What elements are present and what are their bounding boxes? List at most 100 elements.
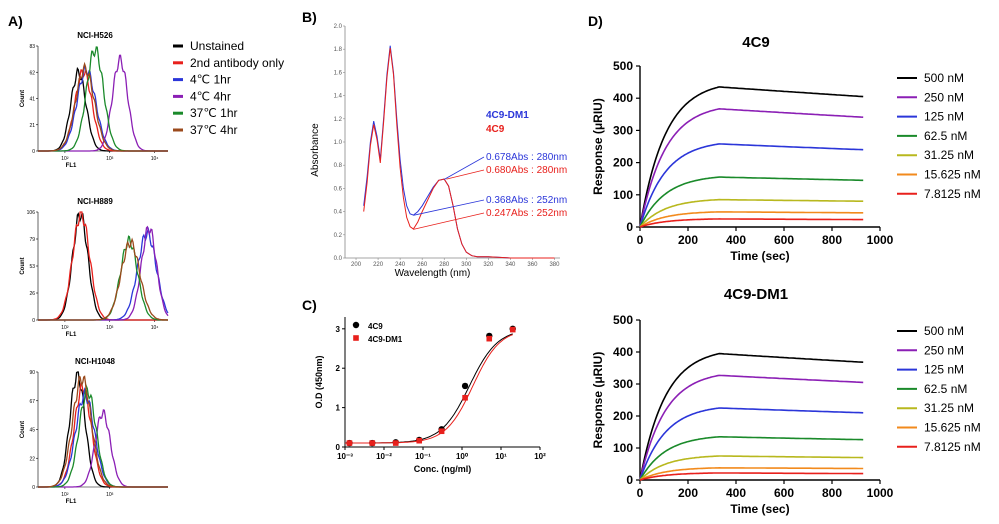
y-tick-label: 0 <box>32 485 35 491</box>
x-tick-label: 10² <box>61 325 69 331</box>
y-tick-label: 67 <box>29 399 35 405</box>
y-tick-label: 45 <box>29 428 35 434</box>
elisa-point <box>369 440 376 446</box>
kinetics-title: 4C9 <box>742 34 770 51</box>
y-tick-label: 1.6 <box>334 70 343 76</box>
legend-label: 2nd antibody only <box>190 56 284 70</box>
kinetics-plot-2: 4C9-DM1 0 200 400 600 800 1000 0 100 200 300 400 500… <box>591 286 981 516</box>
y-tick-label: 0.0 <box>334 256 343 262</box>
annotation-label: 0.678Abs : 280nm <box>486 152 567 163</box>
y-axis-label: O.D (450nm) <box>314 355 324 408</box>
y-axis-label: Count <box>20 90 26 107</box>
kinetics-curve-6 <box>639 218 864 228</box>
x-tick-label: 10² <box>534 452 546 461</box>
x-tick-label: 600 <box>774 486 794 500</box>
elisa-point <box>438 428 445 435</box>
elisa-fit-curve-1 <box>345 334 513 444</box>
histogram-series-2 <box>38 387 168 488</box>
y-tick-label: 53 <box>29 264 35 270</box>
y-tick-label: 0 <box>32 149 35 155</box>
kinetics-curve-0 <box>639 352 864 481</box>
panel-label-b: B) <box>302 9 317 25</box>
legend-label: 37℃ 4hr <box>190 123 238 137</box>
legend-marker <box>353 335 359 341</box>
elisa-point <box>486 335 493 342</box>
x-tick-label: 10¹ <box>495 452 507 461</box>
y-tick-label: 79 <box>29 237 35 243</box>
elisa-point <box>392 440 399 446</box>
x-axis-label: Wavelength (nm) <box>395 268 471 279</box>
y-tick-label: 1 <box>336 404 341 413</box>
x-tick-label: 800 <box>822 233 842 247</box>
annotation-label: 0.368Abs : 252nm <box>486 195 567 206</box>
kinetics-curve-2 <box>639 407 864 481</box>
histogram-title: NCI-H889 <box>77 197 113 206</box>
legend-label: 4C9 <box>368 322 383 331</box>
histogram-series-5 <box>38 375 168 488</box>
panel-label-d: D) <box>588 13 603 29</box>
y-tick-label: 100 <box>613 441 633 455</box>
legend-label: 37℃ 1hr <box>190 106 238 120</box>
x-tick-label: 10⁻² <box>376 452 392 461</box>
x-tick-label: 400 <box>726 233 746 247</box>
y-tick-label: 26 <box>29 291 35 297</box>
kinetics-curve-1 <box>639 374 864 481</box>
legend-label: 7.8125 nM <box>924 440 981 454</box>
y-tick-label: 400 <box>613 345 633 359</box>
y-tick-label: 2 <box>336 364 341 373</box>
y-tick-label: 0.2 <box>334 233 343 239</box>
kinetics-plot-1: 4C9 0 200 400 600 800 1000 0 100 200 300 400 500 Time… <box>591 34 981 263</box>
x-tick-label: 10² <box>61 156 69 162</box>
y-tick-label: 100 <box>613 188 633 202</box>
legend-label: 4℃ 1hr <box>190 73 231 87</box>
histogram-series-3 <box>38 409 168 488</box>
x-tick-label: 320 <box>483 262 494 268</box>
legend-label: 31.25 nM <box>924 148 974 162</box>
x-tick-label: 10⁴ <box>151 156 159 162</box>
annotation-label: 0.680Abs : 280nm <box>486 165 567 176</box>
y-tick-label: 3 <box>336 325 341 334</box>
x-tick-label: 280 <box>439 262 450 268</box>
y-axis-label: Response (μRIU) <box>591 98 605 195</box>
x-tick-label: 300 <box>461 262 472 268</box>
y-tick-label: 300 <box>613 123 633 137</box>
y-axis-label: Count <box>20 421 26 438</box>
y-tick-label: 22 <box>29 456 35 462</box>
legend-label: 62.5 nM <box>924 129 967 143</box>
x-tick-label: 260 <box>417 262 428 268</box>
legend-label: 500 nM <box>924 71 964 85</box>
y-axis-label: Response (μRIU) <box>591 352 605 449</box>
y-tick-label: 200 <box>613 409 633 423</box>
x-tick-label: 10⁻¹ <box>415 452 431 461</box>
legend-label: 125 nM <box>924 363 964 377</box>
x-tick-label: 10³ <box>106 325 114 331</box>
x-tick-label: 10⁴ <box>151 325 159 331</box>
legend-label: 500 nM <box>924 324 964 338</box>
kinetics-curve-4 <box>639 455 864 481</box>
panel-a-legend: Unstained 2nd antibody only 4℃ 1hr 4℃ 4hr 37… <box>173 39 284 137</box>
x-tick-label: 360 <box>527 262 538 268</box>
annotation-leader-line <box>446 169 485 180</box>
y-tick-label: 500 <box>613 313 633 327</box>
elisa-fit-curve-0 <box>345 333 513 444</box>
histogram-title: NCI-H1048 <box>75 357 116 366</box>
x-tick-label: 200 <box>351 262 362 268</box>
kinetics-curve-0 <box>639 86 864 228</box>
series-name-label: 4C9 <box>486 124 505 135</box>
legend-label: 4℃ 4hr <box>190 89 231 103</box>
legend-label: 250 nM <box>924 343 964 357</box>
y-tick-label: 21 <box>29 123 35 129</box>
histogram-1: NCI-H526 0 21 41 62 83 10² 10³ 10⁴ FL1 Count <box>20 31 168 169</box>
x-tick-label: 600 <box>774 233 794 247</box>
x-tick-label: 10⁰ <box>456 452 469 461</box>
kinetics-curve-3 <box>639 176 864 228</box>
legend-label: 4C9-DM1 <box>368 335 403 344</box>
panel-b-absorbance-spectrum: 200 220 240 260 280 300 320 340 360 380 0.0 0.2 0.4 0… <box>310 24 567 279</box>
y-tick-label: 90 <box>29 370 35 376</box>
kinetics-curve-4 <box>639 198 864 228</box>
y-tick-label: 2.0 <box>334 24 343 30</box>
y-tick-label: 106 <box>27 210 36 216</box>
